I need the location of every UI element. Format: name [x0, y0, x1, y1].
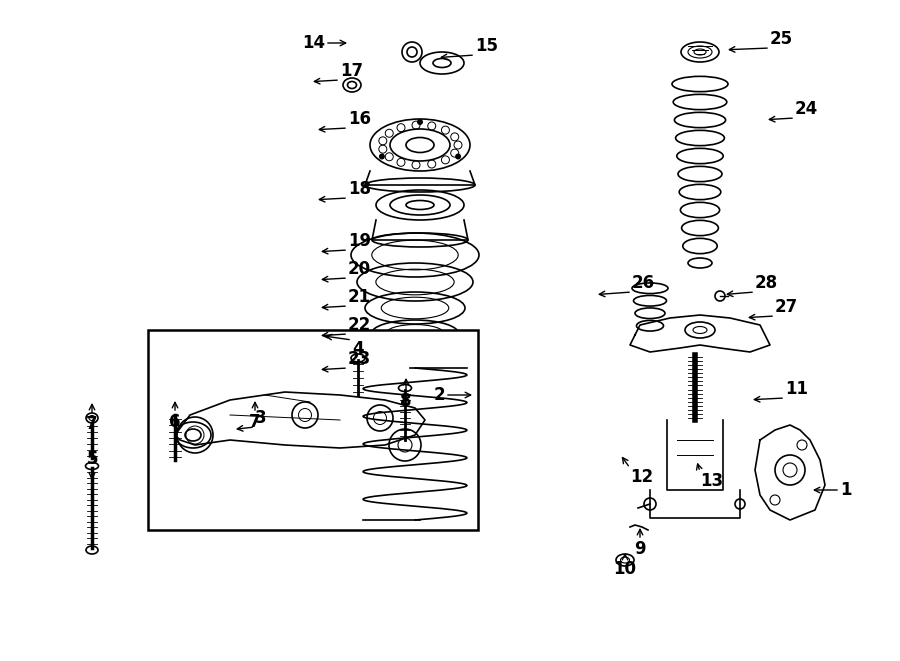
Text: 8: 8 — [400, 392, 412, 410]
Text: 1: 1 — [840, 481, 851, 499]
Text: 11: 11 — [785, 380, 808, 398]
Text: 2: 2 — [434, 386, 445, 404]
Text: 15: 15 — [475, 37, 498, 55]
Ellipse shape — [351, 354, 365, 362]
Text: 6: 6 — [169, 413, 181, 431]
Text: 3: 3 — [255, 409, 266, 427]
Ellipse shape — [86, 463, 98, 469]
Text: 23: 23 — [348, 350, 371, 368]
Text: 7: 7 — [86, 415, 98, 433]
Ellipse shape — [168, 409, 182, 417]
Text: 25: 25 — [770, 30, 793, 48]
Bar — [148, 330, 478, 530]
Text: 9: 9 — [634, 540, 646, 558]
Text: 21: 21 — [348, 288, 371, 306]
Text: 12: 12 — [630, 468, 653, 486]
Text: 19: 19 — [348, 232, 371, 250]
Text: 27: 27 — [775, 298, 798, 316]
Text: 16: 16 — [348, 110, 371, 128]
Text: 18: 18 — [348, 180, 371, 198]
Circle shape — [455, 153, 461, 159]
Text: 20: 20 — [348, 260, 371, 278]
Text: 10: 10 — [614, 560, 636, 578]
Text: 7: 7 — [249, 413, 261, 431]
Text: 14: 14 — [302, 34, 325, 52]
Text: 5: 5 — [86, 450, 98, 468]
Ellipse shape — [399, 385, 411, 391]
Text: 26: 26 — [632, 274, 655, 292]
Text: 24: 24 — [795, 100, 818, 118]
Text: 13: 13 — [700, 472, 723, 490]
Circle shape — [417, 119, 423, 125]
Circle shape — [379, 153, 385, 159]
Text: 17: 17 — [340, 62, 363, 80]
Text: 4: 4 — [352, 340, 364, 358]
Text: 22: 22 — [348, 316, 371, 334]
Text: 28: 28 — [755, 274, 778, 292]
